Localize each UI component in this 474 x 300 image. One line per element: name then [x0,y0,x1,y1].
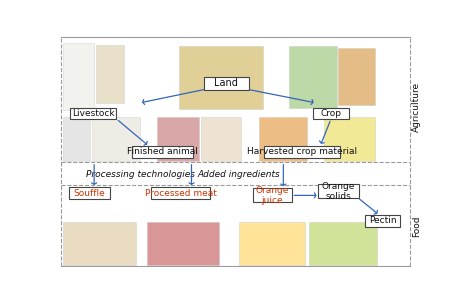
FancyBboxPatch shape [147,222,219,265]
FancyBboxPatch shape [70,108,116,119]
Text: Livestock: Livestock [72,109,114,118]
Text: Land: Land [214,78,238,88]
Text: Added ingredients: Added ingredients [198,169,281,178]
Text: Agriculture: Agriculture [412,81,421,131]
Text: Orange
solids: Orange solids [322,182,355,201]
Text: Food: Food [412,216,421,237]
FancyBboxPatch shape [92,117,140,161]
Text: Processing technologies: Processing technologies [86,169,194,178]
FancyBboxPatch shape [63,43,94,110]
FancyBboxPatch shape [309,222,377,265]
FancyBboxPatch shape [132,146,192,158]
FancyBboxPatch shape [264,146,339,158]
FancyBboxPatch shape [151,187,210,199]
Text: Souffle: Souffle [74,189,106,198]
FancyBboxPatch shape [63,117,91,161]
FancyBboxPatch shape [338,47,375,105]
FancyBboxPatch shape [253,188,292,203]
FancyBboxPatch shape [289,46,337,108]
FancyBboxPatch shape [318,184,359,198]
Text: Finished animal: Finished animal [127,148,198,157]
FancyBboxPatch shape [156,117,199,161]
FancyBboxPatch shape [63,222,137,265]
FancyBboxPatch shape [201,117,241,161]
FancyBboxPatch shape [313,108,349,119]
Text: Pectin: Pectin [369,216,396,225]
FancyBboxPatch shape [324,117,375,161]
FancyBboxPatch shape [204,77,249,90]
FancyBboxPatch shape [69,187,110,199]
FancyBboxPatch shape [239,222,305,265]
FancyBboxPatch shape [96,45,124,103]
Text: Processed meat: Processed meat [145,189,217,198]
Text: Crop: Crop [320,109,342,118]
FancyBboxPatch shape [179,46,263,109]
FancyBboxPatch shape [259,117,307,161]
FancyBboxPatch shape [365,215,400,226]
Text: Harvested crop material: Harvested crop material [246,148,357,157]
Text: Orange
juice: Orange juice [255,186,289,205]
